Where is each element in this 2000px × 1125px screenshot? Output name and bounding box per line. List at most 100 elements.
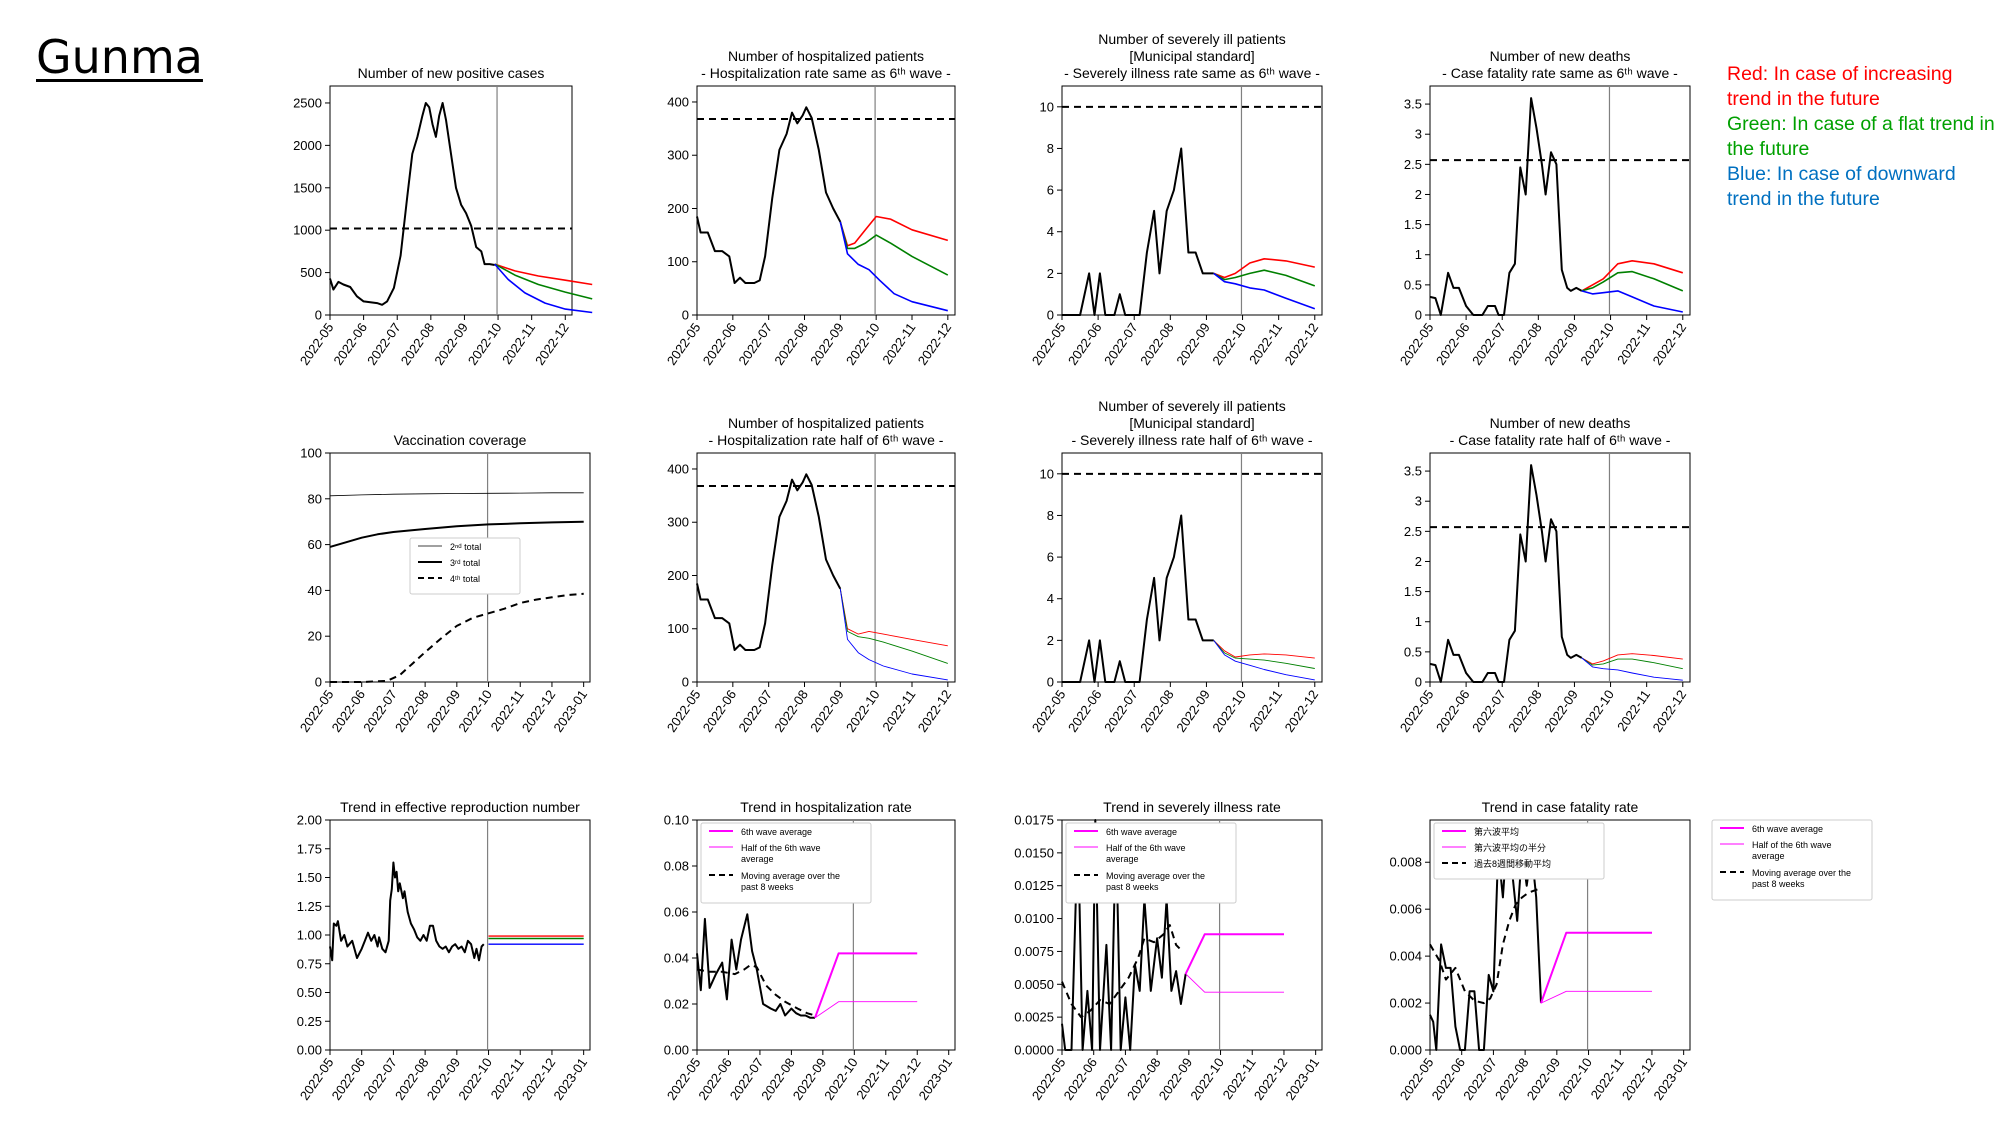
y-tick-label: 300 [667,148,689,163]
y-tick-label: 40 [308,583,322,598]
y-tick-label: 4 [1047,224,1054,239]
chart-hosp-half: Number of hospitalized patients- Hospita… [664,415,956,735]
y-tick-label: 200 [667,201,689,216]
chart-title: - Case fatality rate half of 6ᵗʰ wave - [1450,432,1671,448]
plot-frame [329,452,591,683]
plot-frame [1061,819,1323,1051]
x-tick-label: 2022-07 [1469,687,1509,735]
series-line-green [494,263,593,300]
x-tick-label: 2022-07 [735,687,775,735]
plot-frame [1429,819,1691,1051]
chart-title: Number of new positive cases [358,65,545,81]
chart-title: [Municipal standard] [1129,48,1254,64]
series-line-blue [839,588,948,681]
plot-frame [329,85,573,316]
y-tick-label: 0 [1415,308,1422,323]
y-tick-label: 0.0050 [1014,977,1054,992]
legend-label: Moving average over the [1752,868,1851,878]
y-tick-label: 0.008 [1389,855,1422,870]
y-tick-label: 1 [1415,247,1422,262]
chart-death-rate: Trend in case fatality rate 0.000 0.002 0.0… [1389,799,1873,1103]
plot-frame [696,85,956,316]
y-tick-label: 60 [308,537,322,552]
y-tick-label: 400 [667,461,689,476]
x-tick-label: 2023-01 [550,1055,590,1103]
y-tick-label: 10 [1040,466,1054,481]
series-line-black [329,492,584,497]
legend-box [409,537,521,595]
x-tick-label: 2022-12 [915,320,955,368]
y-tick-label: 0.006 [1389,902,1422,917]
y-tick-label: 1.75 [297,841,322,856]
y-tick-label: 0 [315,308,322,323]
y-tick-label: 10 [1040,99,1054,114]
chart-title: Trend in case fatality rate [1482,799,1639,815]
legend: 6th wave average Half of the 6th waveaver… [1711,819,1873,901]
y-tick-label: 0.0000 [1014,1043,1054,1058]
chart-title: [Municipal standard] [1129,415,1254,431]
series-line-magenta [814,952,918,1019]
x-tick-label: 2022-05 [1029,687,1069,735]
legend-label: average [741,854,774,864]
x-tick-label: 2022-11 [1614,687,1653,734]
x-tick-label: 2022-09 [1173,320,1213,368]
plot-frame [1061,452,1323,683]
series-line-black [1062,514,1214,683]
series-line-red [839,588,948,647]
chart-hosp-same: Number of hospitalized patients- Hospita… [664,48,956,368]
series-line-black [329,520,584,548]
y-tick-label: 100 [667,621,689,636]
y-tick-label: 2000 [293,138,322,153]
x-tick-label: 2022-06 [330,320,370,368]
x-tick-label: 2022-05 [1397,687,1437,735]
plot-frame [1061,85,1323,316]
chart-title: Number of hospitalized patients [728,415,924,431]
y-tick-label: 1000 [293,223,322,238]
chart-title: Number of hospitalized patients [728,48,924,64]
legend: 6th wave average Half of the 6th waveaver… [700,822,872,904]
scenario-red: Red: In case of increasing trend in the … [1727,63,1953,110]
legend-label: Half of the 6th wave [741,843,821,853]
legend-box [1711,819,1873,901]
y-tick-label: 200 [667,568,689,583]
series-line-magenta [1184,933,1284,975]
x-tick-label: 2022-09 [1173,687,1213,735]
x-tick-label: 2022-05 [664,687,704,735]
chart-death-same: Number of new deaths- Case fatality rate… [1397,48,1691,368]
series-line-blue [1213,640,1315,681]
legend-label: Half of the 6th wave [1106,843,1186,853]
scenario-blue: Blue: In case of downward trend in the f… [1727,163,1956,210]
x-tick-label: 2022-05 [1397,320,1437,368]
series-line-black [696,106,842,284]
legend-label: 第六波平均の半分 [1474,842,1546,853]
x-tick-label: 2022-08 [1137,687,1177,735]
x-tick-label: 2022-10 [1577,320,1617,368]
legend-box [1433,822,1605,880]
legend-label: 4ᵗʰ total [450,574,480,584]
x-tick-label: 2022-11 [879,687,918,734]
series-line-black [1061,819,1187,1051]
y-tick-label: 0 [315,675,322,690]
series-line-blue [839,221,948,312]
series-line-black [1061,924,1184,1019]
x-tick-label: 2022-09 [807,687,847,735]
y-tick-label: 4 [1047,591,1054,606]
y-tick-label: 400 [667,94,689,109]
y-tick-label: 0 [1047,308,1054,323]
y-tick-label: 2 [1047,266,1054,281]
legend-label: Moving average over the [1106,871,1205,881]
x-tick-label: 2022-05 [297,320,337,368]
y-tick-label: 80 [308,491,322,506]
x-tick-label: 2022-08 [771,320,811,368]
y-tick-label: 0.0075 [1014,944,1054,959]
x-tick-label: 2022-07 [735,320,775,368]
chart-hosp-rate: Trend in hospitalization rate 0.00 0.02 0.0… [664,799,956,1103]
chart-severe-half: Number of severely ill patients[Municipa… [1029,398,1323,735]
y-tick-label: 2 [1415,554,1422,569]
x-tick-label: 2023-01 [1282,1055,1322,1103]
x-tick-label: 2022-07 [1101,320,1141,368]
series-line-red [1581,260,1684,292]
chart-title: Vaccination coverage [394,432,527,448]
